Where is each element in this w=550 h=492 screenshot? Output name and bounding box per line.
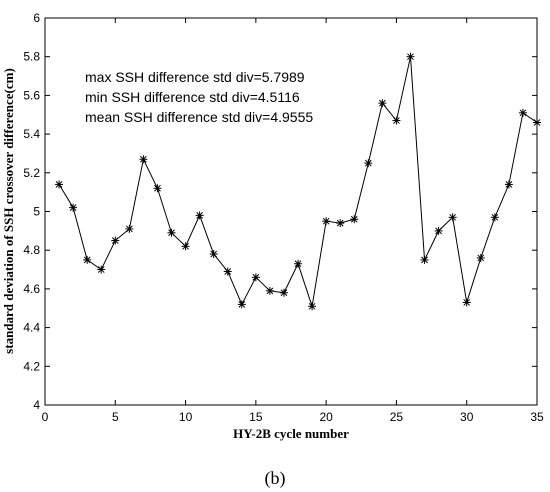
- x-tick-label: 30: [460, 410, 474, 424]
- data-point-marker: [448, 213, 457, 222]
- data-point-marker: [167, 228, 176, 237]
- x-tick-label: 5: [112, 410, 119, 424]
- panel-label: (b): [265, 468, 286, 489]
- data-point-marker: [111, 236, 120, 245]
- data-point-marker: [336, 219, 345, 228]
- data-point-marker: [265, 286, 274, 295]
- annotation-mean: mean SSH difference std div=4.9555: [85, 109, 313, 125]
- data-point-marker: [490, 213, 499, 222]
- x-tick-label: 10: [179, 410, 193, 424]
- y-tick-label: 5.4: [23, 127, 40, 141]
- data-point-marker: [434, 226, 443, 235]
- data-point-marker: [392, 116, 401, 125]
- data-point-marker: [55, 180, 64, 189]
- data-point-marker: [153, 184, 162, 193]
- data-point-marker: [350, 215, 359, 224]
- x-axis-ticks: 0 5 10 15 20 25 30 35: [42, 18, 544, 424]
- data-point-marker: [223, 267, 232, 276]
- data-point-marker: [251, 273, 260, 282]
- data-point-marker: [139, 155, 148, 164]
- y-tick-label: 4.8: [23, 243, 40, 257]
- data-point-marker: [406, 52, 415, 61]
- data-point-marker: [279, 288, 288, 297]
- data-point-marker: [504, 180, 513, 189]
- y-tick-label: 5.8: [23, 50, 40, 64]
- y-axis-ticks: 4 4.2 4.4 4.6 4.8 5 5.2 5.4 5.6 5.8 6: [23, 11, 537, 412]
- x-tick-label: 0: [42, 410, 49, 424]
- data-point-marker: [378, 99, 387, 108]
- data-point-marker: [533, 118, 541, 127]
- x-tick-label: 35: [530, 410, 544, 424]
- data-point-marker: [308, 302, 317, 311]
- data-point-marker: [462, 298, 471, 307]
- y-tick-label: 5.6: [23, 88, 40, 102]
- data-point-marker: [195, 211, 204, 220]
- data-point-marker: [476, 253, 485, 262]
- annotation-max: max SSH difference std div=5.7989: [85, 69, 305, 85]
- x-axis-label: HY-2B cycle number: [233, 426, 349, 441]
- y-tick-label: 5.2: [23, 166, 40, 180]
- data-point-marker: [125, 224, 134, 233]
- x-tick-label: 25: [390, 410, 404, 424]
- data-point-marker: [97, 265, 106, 274]
- y-axis-label: standard deviation of SSH crossover diff…: [1, 68, 16, 354]
- y-tick-label: 4.2: [23, 359, 40, 373]
- data-point-marker: [83, 255, 92, 264]
- data-point-marker: [364, 159, 373, 168]
- data-point-marker: [518, 108, 527, 117]
- y-tick-label: 6: [33, 11, 40, 25]
- data-point-marker: [209, 250, 218, 259]
- plot-area: [44, 17, 538, 406]
- y-tick-label: 4: [33, 398, 40, 412]
- y-tick-label: 4.4: [23, 321, 40, 335]
- x-tick-label: 15: [249, 410, 263, 424]
- x-tick-label: 20: [319, 410, 333, 424]
- y-tick-label: 4.6: [23, 282, 40, 296]
- data-point-marker: [322, 217, 331, 226]
- data-point-marker: [237, 300, 246, 309]
- data-point-marker: [69, 203, 78, 212]
- data-point-marker: [420, 255, 429, 264]
- annotation-min: min SSH difference std div=4.5116: [85, 89, 300, 105]
- series-layer: [55, 52, 541, 311]
- data-point-marker: [181, 242, 190, 251]
- y-tick-label: 5: [33, 205, 40, 219]
- data-point-marker: [294, 259, 303, 268]
